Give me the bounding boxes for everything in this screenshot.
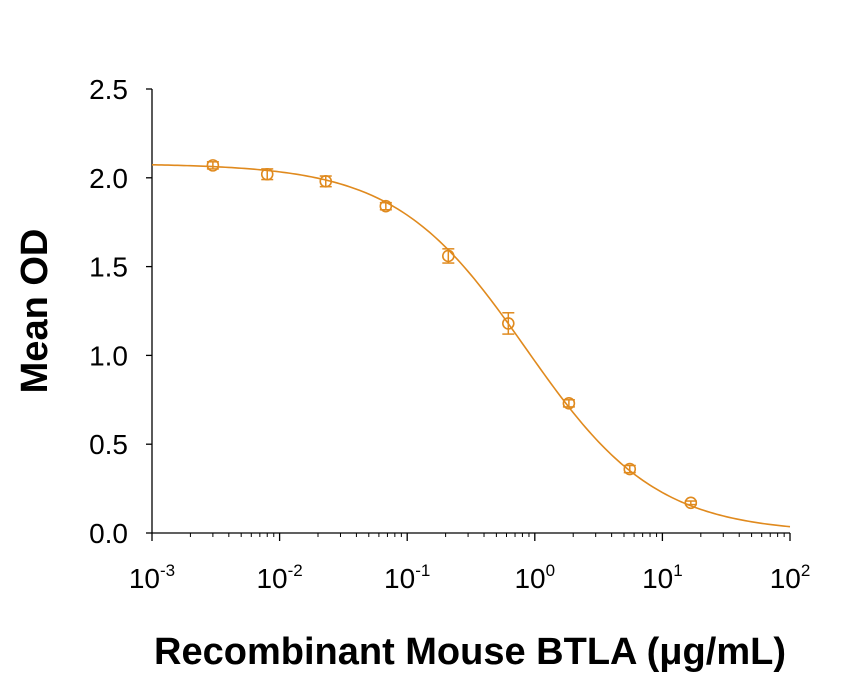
data-point [260,167,274,181]
fit-curve [151,163,791,528]
y-tick-label: 0.5 [89,429,128,460]
x-tick-label: 10-3 [129,561,175,594]
point-marker [442,249,455,263]
x-tick-label: 100 [514,561,555,594]
data-point [623,462,637,476]
y-tick-label: 0.0 [89,518,128,549]
x-tick-label: 102 [770,561,811,594]
y-tick-label: 2.0 [89,163,128,194]
point-marker [319,175,333,188]
x-tick-label: 10-1 [384,561,430,594]
y-tick-label: 2.5 [89,74,128,105]
point-marker [379,199,393,213]
y-tick-label: 1.5 [89,252,128,283]
x-tick-label: 10-2 [256,561,302,594]
y-ticks: 0.0 0.5 1.0 1.5 2.0 2.5 [89,74,152,549]
data-point [206,159,220,172]
y-axis-title: Mean OD [14,229,56,394]
data-point [442,248,455,264]
point-marker [684,496,698,510]
fit-curve-layer [151,163,791,528]
data-points-layer [206,159,698,510]
x-tick-label: 101 [642,561,683,594]
data-point [502,312,515,335]
axes [151,89,790,534]
x-axis-title: Recombinant Mouse BTLA (μg/mL) [154,631,786,673]
point-marker [502,317,515,330]
point-marker [562,397,576,410]
data-point [562,397,576,410]
point-marker [206,159,220,172]
point-marker [260,167,274,181]
data-point [379,199,393,213]
point-marker [623,462,637,476]
data-point [319,175,333,188]
y-tick-label: 1.0 [89,340,128,371]
x-ticks: 10-3 10-2 10-1 100 101 102 [129,533,810,594]
data-point [684,496,698,510]
